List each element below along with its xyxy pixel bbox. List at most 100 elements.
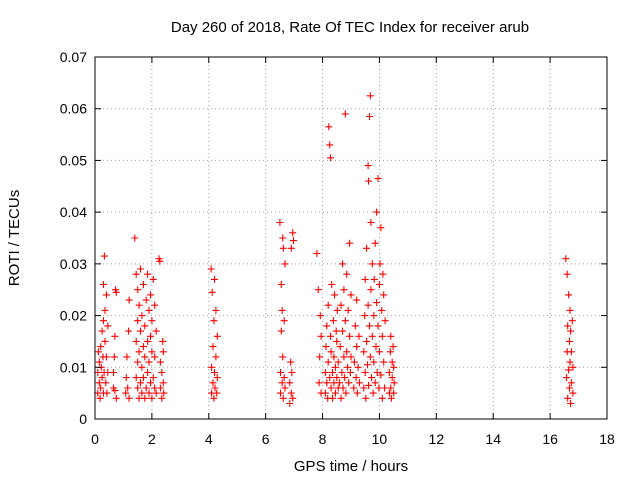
data-point [286, 379, 294, 387]
data-point [337, 301, 345, 309]
data-point [323, 322, 331, 330]
data-point [316, 312, 324, 320]
data-point [159, 337, 167, 345]
data-point [100, 252, 108, 260]
data-point [100, 317, 107, 325]
y-tick-label: 0.07 [60, 49, 87, 65]
data-point [96, 394, 104, 402]
data-point [112, 394, 120, 402]
data-point [323, 379, 331, 387]
data-point [281, 384, 289, 392]
data-point [101, 306, 109, 314]
data-point [353, 389, 361, 397]
data-point [340, 286, 348, 294]
data-point [567, 348, 575, 356]
data-point [152, 327, 160, 335]
data-point [148, 317, 156, 325]
data-point [317, 332, 325, 340]
data-point [158, 394, 166, 402]
data-point [156, 384, 164, 392]
data-point [346, 332, 354, 340]
data-point [566, 337, 573, 345]
data-point [134, 286, 142, 294]
data-point [137, 265, 144, 273]
x-tick-label: 0 [91, 431, 99, 447]
data-point [331, 389, 339, 397]
data-point [122, 389, 130, 397]
data-point [381, 384, 389, 392]
data-point [98, 327, 106, 335]
data-point [341, 110, 349, 118]
data-point [316, 353, 324, 361]
data-point [326, 374, 334, 382]
data-point [370, 312, 378, 320]
data-point [374, 322, 382, 330]
data-point [95, 358, 103, 366]
data-point [385, 369, 393, 376]
data-point [567, 379, 575, 387]
data-point [366, 92, 374, 100]
data-point [353, 343, 361, 351]
data-point [279, 394, 287, 402]
data-point [122, 374, 130, 382]
data-point [336, 343, 344, 351]
data-point [213, 332, 221, 340]
data-point [341, 317, 349, 325]
data-point [567, 327, 575, 335]
data-point [156, 257, 164, 265]
data-point [370, 358, 378, 366]
x-tick-label: 14 [485, 431, 501, 447]
data-point [372, 343, 380, 351]
data-point [95, 379, 103, 387]
data-point [324, 301, 332, 309]
data-point [139, 374, 147, 382]
data-point [373, 299, 381, 307]
data-point [566, 384, 573, 392]
data-point [145, 389, 153, 397]
data-point [563, 374, 571, 382]
data-point [362, 394, 370, 402]
data-point [364, 301, 372, 309]
data-point [389, 343, 397, 351]
data-point [355, 332, 363, 340]
data-point [360, 348, 368, 356]
data-point [336, 379, 344, 387]
data-point [367, 219, 375, 226]
data-point [390, 379, 398, 387]
data-point [321, 369, 329, 376]
data-point [101, 337, 109, 345]
axis-ticks: 0 2 4 6 8 10 12 14 16 18 0 0.01 0.02 0.03 0.04 0.05 0.06… [60, 49, 615, 447]
data-point [208, 363, 216, 371]
data-point [315, 379, 323, 387]
data-point [123, 353, 131, 361]
data-point [346, 239, 354, 247]
data-point [377, 224, 385, 232]
data-point [289, 394, 297, 402]
data-point [344, 306, 352, 314]
data-point [289, 229, 297, 237]
data-point [209, 343, 217, 351]
data-point [141, 353, 149, 361]
data-point [132, 374, 140, 382]
data-point [132, 270, 140, 278]
data-point [329, 369, 336, 376]
data-point [327, 332, 334, 340]
data-point [103, 389, 111, 397]
data-point [139, 281, 147, 288]
data-point [287, 389, 295, 397]
data-point [279, 244, 287, 252]
data-point [366, 322, 373, 330]
y-tick-label: 0.05 [60, 152, 87, 168]
data-point [290, 237, 297, 245]
data-point [350, 358, 358, 366]
data-point [329, 394, 336, 402]
data-point [364, 162, 372, 170]
data-point [125, 296, 133, 304]
data-point [138, 389, 146, 397]
data-point [379, 270, 387, 278]
x-tick-label: 18 [599, 431, 615, 447]
data-point [152, 389, 160, 397]
data-point [340, 353, 348, 361]
data-point [134, 358, 142, 366]
data-point [145, 306, 153, 314]
